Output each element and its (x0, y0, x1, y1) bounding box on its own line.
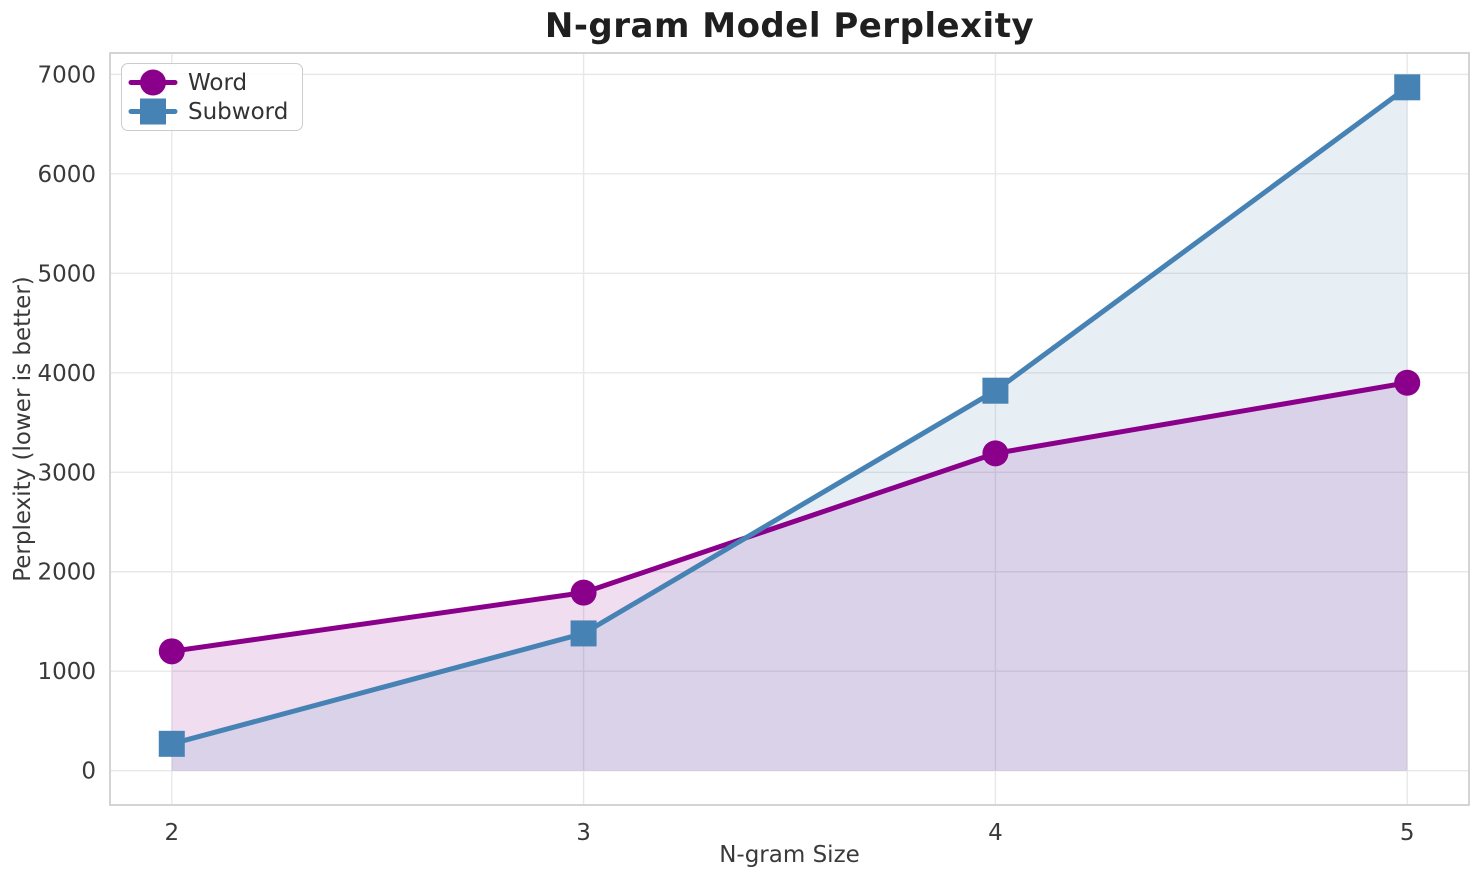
word-series-marker-icon (128, 69, 178, 96)
chart-title: N-gram Model Perplexity (544, 6, 1035, 46)
subword-data-point (1394, 74, 1421, 101)
x-tick-label: 5 (1400, 820, 1415, 846)
y-tick-label: 4000 (37, 361, 96, 387)
y-tick-label: 1000 (37, 659, 96, 685)
y-tick-label: 2000 (37, 560, 96, 586)
y-tick-label: 7000 (37, 62, 96, 88)
legend: Word Subword (121, 63, 304, 131)
word-series-line (169, 380, 1410, 654)
word-data-point (1394, 369, 1421, 396)
axes-border (109, 52, 1470, 806)
x-tick-label: 4 (988, 820, 1003, 846)
y-tick-label: 3000 (37, 460, 96, 486)
x-axis-label: N-gram Size (719, 842, 860, 868)
y-tick-label: 6000 (37, 162, 96, 188)
y-axis-label: Perplexity (lower is better) (10, 276, 36, 582)
y-tick-label: 5000 (37, 261, 96, 287)
word-data-point (982, 440, 1009, 467)
legend-label-word: Word (188, 69, 248, 96)
subword-data-point (570, 620, 597, 647)
x-tick-label: 2 (164, 820, 179, 846)
word-data-point (570, 579, 597, 606)
x-tick-label: 3 (576, 820, 591, 846)
legend-label-subword: Subword (188, 98, 289, 125)
word-area-fill (171, 382, 1408, 771)
subword-series-marker-icon (128, 98, 178, 125)
subword-series-line (169, 84, 1410, 747)
subword-data-point (982, 377, 1009, 404)
y-tick-label: 0 (81, 759, 96, 785)
legend-item-word: Word (128, 68, 288, 97)
subword-area-fill (171, 87, 1408, 771)
subword-data-point (158, 730, 185, 757)
legend-item-subword: Subword (128, 97, 288, 126)
word-data-point (158, 638, 185, 665)
